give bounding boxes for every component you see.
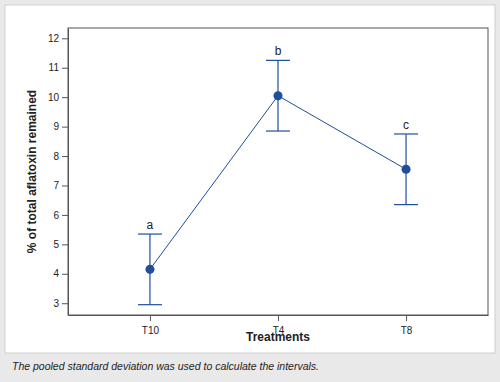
y-tick: 5 (53, 239, 68, 250)
error-bar-cap-bottom (266, 130, 290, 131)
marks (138, 60, 418, 304)
error-bar-cap-top (138, 233, 162, 234)
y-tick-label: 5 (53, 239, 59, 250)
x-tick: T8 (401, 315, 413, 336)
error-bar-cap-top (266, 60, 290, 61)
y-axis: 3 4 5 6 7 8 9 10 11 12 (48, 29, 69, 316)
y-tick-label: 6 (53, 210, 59, 221)
y-tick-label: 10 (48, 92, 60, 103)
y-tick-label: 3 (53, 298, 59, 309)
y-tick: 11 (49, 62, 68, 73)
y-tick-mark (62, 274, 68, 275)
x-axis-title: Treatments (246, 330, 310, 344)
error-bar-cap-bottom (138, 304, 162, 305)
y-tick: 7 (53, 180, 68, 191)
group-letter: c (403, 118, 409, 132)
y-tick-label: 9 (53, 121, 59, 132)
y-tick: 12 (48, 33, 68, 44)
y-tick-mark (62, 97, 68, 98)
x-tick-label: T8 (401, 325, 413, 336)
group-letter: a (147, 218, 154, 232)
y-axis-line (68, 29, 69, 316)
mean-point (145, 265, 154, 274)
error-bar (138, 234, 162, 305)
y-tick: 4 (53, 268, 68, 279)
group-letters: a b c (147, 44, 409, 232)
y-tick-mark (62, 68, 68, 69)
y-tick-mark (62, 127, 68, 128)
x-tick-mark (278, 315, 279, 321)
y-tick-mark (62, 244, 68, 245)
y-tick: 6 (53, 210, 68, 221)
y-tick: 3 (53, 298, 68, 309)
x-tick-mark (150, 315, 151, 321)
error-bar-cap-bottom (394, 204, 418, 205)
y-axis-title: % of total aflatoxin remained (25, 90, 39, 253)
y-tick-mark (62, 215, 68, 216)
y-tick-label: 12 (48, 33, 60, 44)
x-tick: T10 (142, 315, 160, 336)
plot-frame (68, 28, 488, 315)
y-tick-label: 7 (53, 180, 59, 191)
y-tick-label: 4 (53, 268, 59, 279)
x-tick-mark (406, 315, 407, 321)
error-bar (266, 60, 290, 131)
mean-point (273, 91, 282, 100)
y-tick: 8 (53, 151, 68, 162)
chart: 3456789101112T10T4T8abcTreatments% of to… (0, 0, 500, 382)
background (0, 0, 500, 382)
y-tick-label: 8 (53, 151, 59, 162)
error-bar-cap-top (394, 133, 418, 134)
x-tick-label: T10 (142, 325, 160, 336)
y-tick-mark (62, 185, 68, 186)
panel (5, 5, 495, 353)
y-tick-mark (62, 38, 68, 39)
footnote: The pooled standard deviation was used t… (12, 360, 319, 372)
y-tick: 9 (53, 121, 68, 132)
y-tick-label: 11 (49, 62, 60, 73)
y-tick-mark (62, 303, 68, 304)
y-tick-mark (62, 156, 68, 157)
mean-point (402, 165, 411, 174)
error-bar (394, 134, 418, 205)
y-tick: 10 (48, 92, 68, 103)
group-letter: b (275, 44, 282, 58)
